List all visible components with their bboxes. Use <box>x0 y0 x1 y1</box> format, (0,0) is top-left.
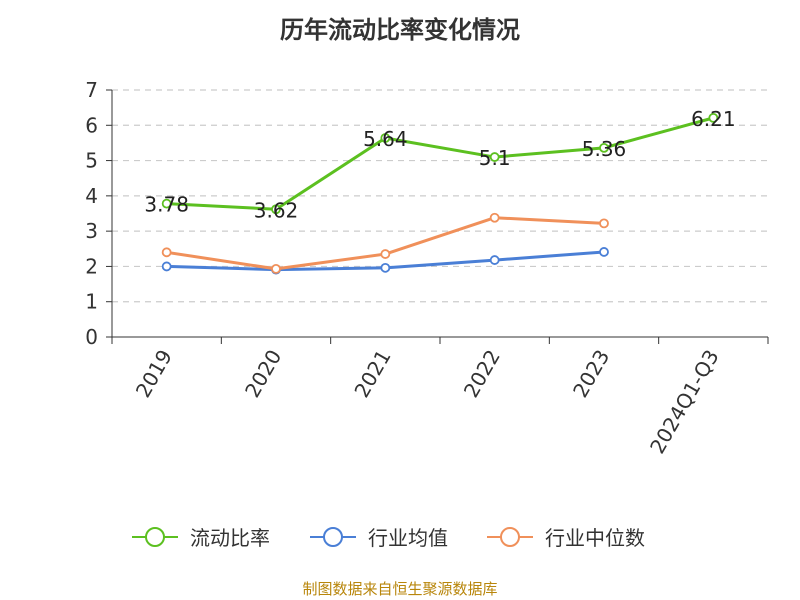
data-label: 5.36 <box>582 137 627 161</box>
data-point <box>599 218 609 229</box>
y-tick-label: 3 <box>85 219 98 243</box>
data-point <box>489 212 500 223</box>
legend-label: 流动比率 <box>190 526 270 550</box>
data-point <box>380 262 391 273</box>
legend-label: 行业中位数 <box>545 526 645 550</box>
chart-title: 历年流动比率变化情况 <box>280 16 520 44</box>
y-tick-label: 4 <box>85 184 98 208</box>
legend-marker <box>323 527 343 547</box>
series-line-3 <box>166 216 605 271</box>
data-label: 3.78 <box>144 193 189 217</box>
x-tick-label: 2024Q1-Q3 <box>645 346 724 458</box>
data-label: 5.1 <box>479 146 511 170</box>
x-tick-label: 2021 <box>349 346 395 402</box>
data-point <box>161 247 172 258</box>
x-tick-label: 2020 <box>240 346 286 402</box>
data-point <box>380 133 391 143</box>
data-point <box>489 152 500 162</box>
y-tick-label: 2 <box>85 254 98 278</box>
y-tick-label: 6 <box>85 113 98 137</box>
data-point <box>271 204 281 215</box>
data-point <box>380 249 391 259</box>
data-point <box>271 263 281 274</box>
data-point <box>599 142 609 153</box>
x-tick-label: 2022 <box>459 345 505 401</box>
x-tick-label: 2023 <box>568 346 614 402</box>
data-label: 6.21 <box>691 107 736 131</box>
data-label: 3.62 <box>254 198 299 222</box>
legend-label: 行业均值 <box>368 526 448 550</box>
y-tick-label: 0 <box>85 325 98 349</box>
legend-marker <box>145 527 165 547</box>
y-tick-label: 5 <box>85 149 98 173</box>
data-point <box>599 247 609 257</box>
source-note: 制图数据来自恒生聚源数据库 <box>302 580 498 598</box>
data-point <box>161 261 172 272</box>
data-point <box>161 198 172 209</box>
y-tick-label: 7 <box>85 78 98 102</box>
data-point <box>708 112 719 123</box>
y-tick-label: 1 <box>85 290 98 314</box>
data-label: 5.64 <box>363 127 408 151</box>
x-tick-label: 2019 <box>131 346 177 402</box>
legend-marker <box>500 527 520 547</box>
series-line-1 <box>166 116 714 211</box>
data-point <box>489 255 500 265</box>
